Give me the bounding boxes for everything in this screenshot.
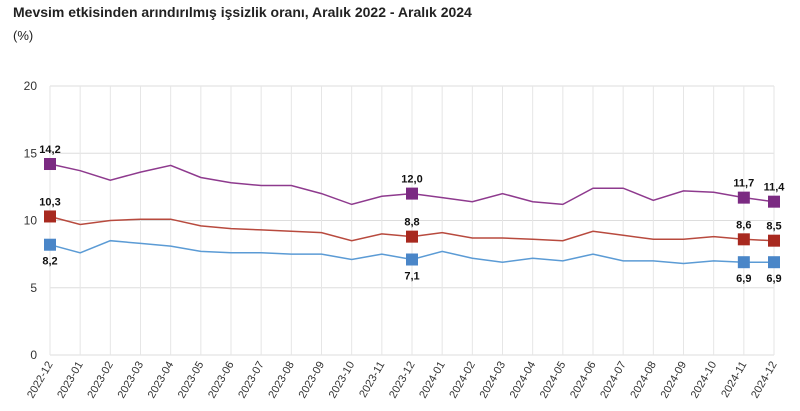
data-marker[interactable] (44, 158, 56, 171)
y-tick-label: 5 (30, 281, 37, 295)
chart-title: Mevsim etkisinden arındırılmış işsizlik … (13, 4, 472, 20)
x-tick-label: 2023-09 (297, 360, 328, 401)
y-tick-label: 10 (24, 214, 38, 228)
data-marker[interactable] (768, 195, 780, 208)
x-tick-label: 2024-09 (659, 360, 690, 401)
data-label: 6,9 (736, 273, 751, 285)
data-label: 8,2 (42, 256, 57, 268)
data-label: 10,3 (39, 196, 60, 208)
x-tick-label: 2023-01 (55, 360, 86, 401)
x-tick-label: 2024-06 (568, 360, 599, 401)
x-tick-label: 2023-05 (176, 360, 207, 401)
x-tick-label: 2023-02 (85, 360, 116, 401)
data-label: 8,5 (766, 221, 781, 233)
x-tick-label: 2024-12 (749, 360, 780, 401)
x-tick-label: 2023-08 (266, 360, 297, 401)
x-tick-label: 2023-11 (357, 360, 387, 400)
x-tick-label: 2024-07 (598, 360, 629, 401)
data-label: 6,9 (766, 273, 781, 285)
data-marker[interactable] (44, 210, 56, 223)
data-marker[interactable] (737, 256, 750, 269)
chart-unit: (%) (13, 28, 34, 43)
data-marker[interactable] (44, 238, 56, 251)
x-tick-label: 2024-02 (447, 360, 478, 401)
data-marker[interactable] (737, 191, 750, 204)
x-tick-label: 2024-10 (689, 360, 720, 401)
x-tick-label: 2023-06 (206, 360, 237, 401)
data-marker[interactable] (768, 256, 780, 269)
x-tick-label: 2023-03 (116, 360, 147, 401)
x-tick-label: 2023-04 (146, 360, 177, 401)
data-label: 11,7 (733, 178, 754, 190)
data-marker[interactable] (768, 234, 780, 247)
data-label: 11,4 (764, 182, 786, 194)
x-tick-label: 2024-05 (538, 360, 569, 401)
x-tick-label: 2024-11 (719, 360, 749, 400)
x-tick-label: 2023-07 (236, 360, 267, 401)
x-tick-label: 2024-08 (628, 360, 659, 401)
data-label: 7,1 (404, 271, 419, 283)
data-label: 8,6 (736, 219, 751, 231)
y-tick-label: 15 (24, 146, 38, 160)
data-label: 12,0 (401, 174, 422, 186)
data-marker[interactable] (406, 187, 418, 200)
data-marker[interactable] (406, 253, 418, 266)
x-tick-label: 2024-04 (508, 360, 539, 401)
data-marker[interactable] (406, 230, 418, 243)
data-marker[interactable] (737, 233, 750, 246)
y-tick-label: 0 (30, 348, 37, 362)
x-tick-label: 2024-03 (478, 360, 509, 401)
x-tick-label: 2024-01 (417, 360, 448, 401)
y-tick-label: 20 (24, 79, 38, 93)
x-tick-label: 2023-12 (387, 360, 418, 401)
data-label: 8,8 (404, 217, 419, 229)
data-label: 14,2 (39, 144, 60, 156)
x-tick-label: 2023-10 (327, 360, 358, 401)
x-tick-label: 2022-12 (25, 360, 56, 401)
